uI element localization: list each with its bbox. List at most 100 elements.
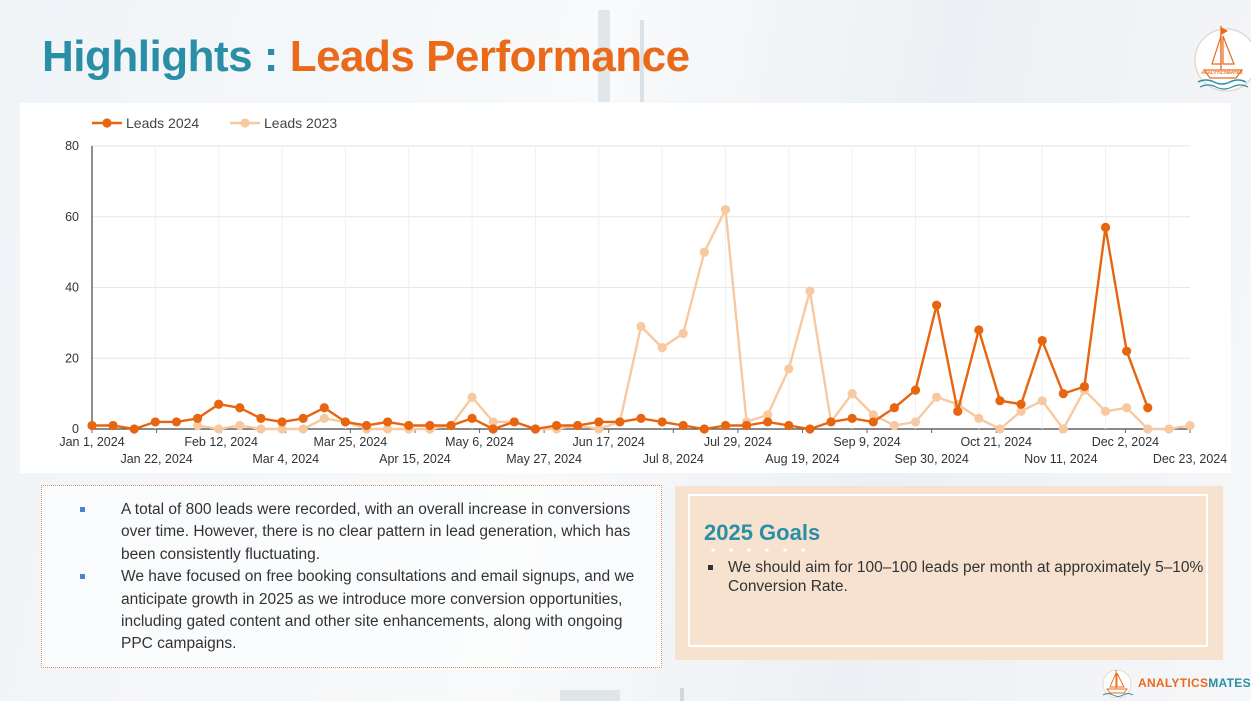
data-point: [720, 420, 731, 431]
x-tick-label: Nov 11, 2024: [1024, 452, 1097, 466]
data-point: [1100, 222, 1111, 232]
brand-name-part1: ANALYTICS: [1138, 676, 1209, 690]
bullet-square-icon: [80, 574, 85, 580]
data-point: [974, 413, 984, 423]
data-point: [214, 399, 224, 409]
data-point: [340, 417, 350, 427]
data-point: [678, 328, 688, 339]
x-tick-label: Mar 4, 2024: [252, 452, 319, 466]
y-tick-label: 60: [65, 210, 79, 224]
x-tick-label: Jun 17, 2024: [573, 435, 645, 449]
note-text: We have focused on free booking consulta…: [121, 568, 635, 653]
x-tick-label: Feb 12, 2024: [184, 435, 258, 449]
x-tick-label: Dec 2, 2024: [1092, 435, 1159, 449]
data-point: [150, 417, 160, 427]
chart-gridlines: [91, 145, 1190, 430]
chart-axes: 0 20 40 60 80 Jan 1, 2024 Jan 22, 2024 Feb 12, …: [59, 139, 1227, 466]
data-point: [1037, 335, 1047, 346]
chart-series: [87, 205, 1195, 434]
x-tick-label: Jul 29, 2024: [704, 435, 772, 449]
legend-label: Leads 2024: [126, 115, 199, 131]
y-tick-label: 80: [65, 139, 79, 153]
x-tick-label: Sep 9, 2024: [833, 435, 900, 449]
data-point: [319, 413, 329, 423]
data-point: [720, 205, 731, 215]
data-point: [530, 424, 541, 434]
data-point: [889, 420, 899, 431]
data-point: [594, 424, 604, 434]
data-point: [868, 410, 878, 420]
logo-text: ANALYTICSMATES: [1201, 70, 1243, 75]
data-point: [192, 420, 203, 431]
data-point: [573, 420, 583, 431]
data-point: [87, 420, 97, 431]
data-point: [784, 364, 794, 374]
legend-item: Leads 2023: [230, 115, 337, 131]
data-point: [847, 413, 857, 423]
data-point: [425, 420, 435, 431]
data-point: [171, 417, 182, 427]
data-point: [319, 403, 329, 413]
legend-marker: [102, 118, 112, 128]
data-point: [192, 413, 203, 423]
data-point: [1143, 403, 1153, 413]
sailboat-logo-icon: [1102, 669, 1134, 699]
x-tick-label: May 27, 2024: [506, 452, 582, 466]
data-point: [1016, 406, 1026, 416]
data-point: [361, 420, 372, 431]
data-point: [826, 417, 836, 427]
x-tick-label: Jul 8, 2024: [643, 452, 704, 466]
page-title: Highlights : Leads Performance: [42, 32, 690, 82]
data-point: [784, 420, 794, 431]
data-point: [636, 413, 646, 423]
data-point: [1122, 403, 1132, 413]
legend-marker: [240, 118, 250, 128]
goals-panel: 2025 Goals We should aim for 100–100 lea…: [675, 486, 1223, 660]
series-line: [92, 226, 1149, 431]
data-point: [509, 417, 519, 427]
goals-list: We should aim for 100–100 leads per mont…: [704, 558, 1206, 596]
brand-name-part2: MATES: [1208, 676, 1251, 690]
data-point: [953, 406, 963, 416]
data-point: [657, 417, 667, 427]
data-point: [1058, 389, 1068, 399]
x-tick-label: Jan 1, 2024: [59, 435, 124, 449]
series-leads-2024: [87, 222, 1153, 434]
data-point: [615, 417, 625, 427]
series-line: [197, 208, 1191, 431]
x-tick-label: Mar 25, 2024: [314, 435, 388, 449]
data-point: [129, 424, 139, 434]
data-point: [383, 424, 393, 434]
data-point: [1122, 346, 1132, 356]
footer-brand: ANALYTICSMATES: [1099, 666, 1251, 700]
y-tick-label: 40: [65, 281, 79, 295]
data-point: [636, 321, 646, 332]
data-point: [277, 424, 287, 434]
page-title-part1: Highlights :: [42, 32, 290, 81]
data-point: [1164, 424, 1174, 434]
goals-card: 2025 Goals We should aim for 100–100 lea…: [688, 494, 1208, 647]
data-point: [235, 403, 245, 413]
bullet-square-icon: [708, 565, 713, 570]
data-point: [763, 417, 773, 427]
data-point: [868, 417, 878, 427]
data-point: [594, 417, 604, 427]
notes-list: A total of 800 leads were recorded, with…: [80, 499, 643, 656]
data-point: [678, 420, 688, 431]
data-point: [1185, 420, 1195, 431]
data-point: [699, 247, 709, 257]
data-point: [383, 417, 393, 427]
data-point: [974, 325, 984, 335]
data-point: [805, 424, 815, 434]
data-point: [1058, 424, 1068, 434]
data-point: [404, 420, 414, 431]
series-leads-2023: [192, 205, 1195, 434]
x-tick-label: Aug 19, 2024: [765, 452, 839, 466]
bullet-square-icon: [80, 507, 85, 512]
data-point: [699, 424, 709, 434]
company-logo: ANALYTICSMATES: [1194, 26, 1251, 92]
data-point: [932, 300, 942, 310]
data-point: [256, 413, 266, 423]
note-item: A total of 800 leads were recorded, with…: [80, 499, 643, 566]
data-point: [995, 396, 1005, 406]
